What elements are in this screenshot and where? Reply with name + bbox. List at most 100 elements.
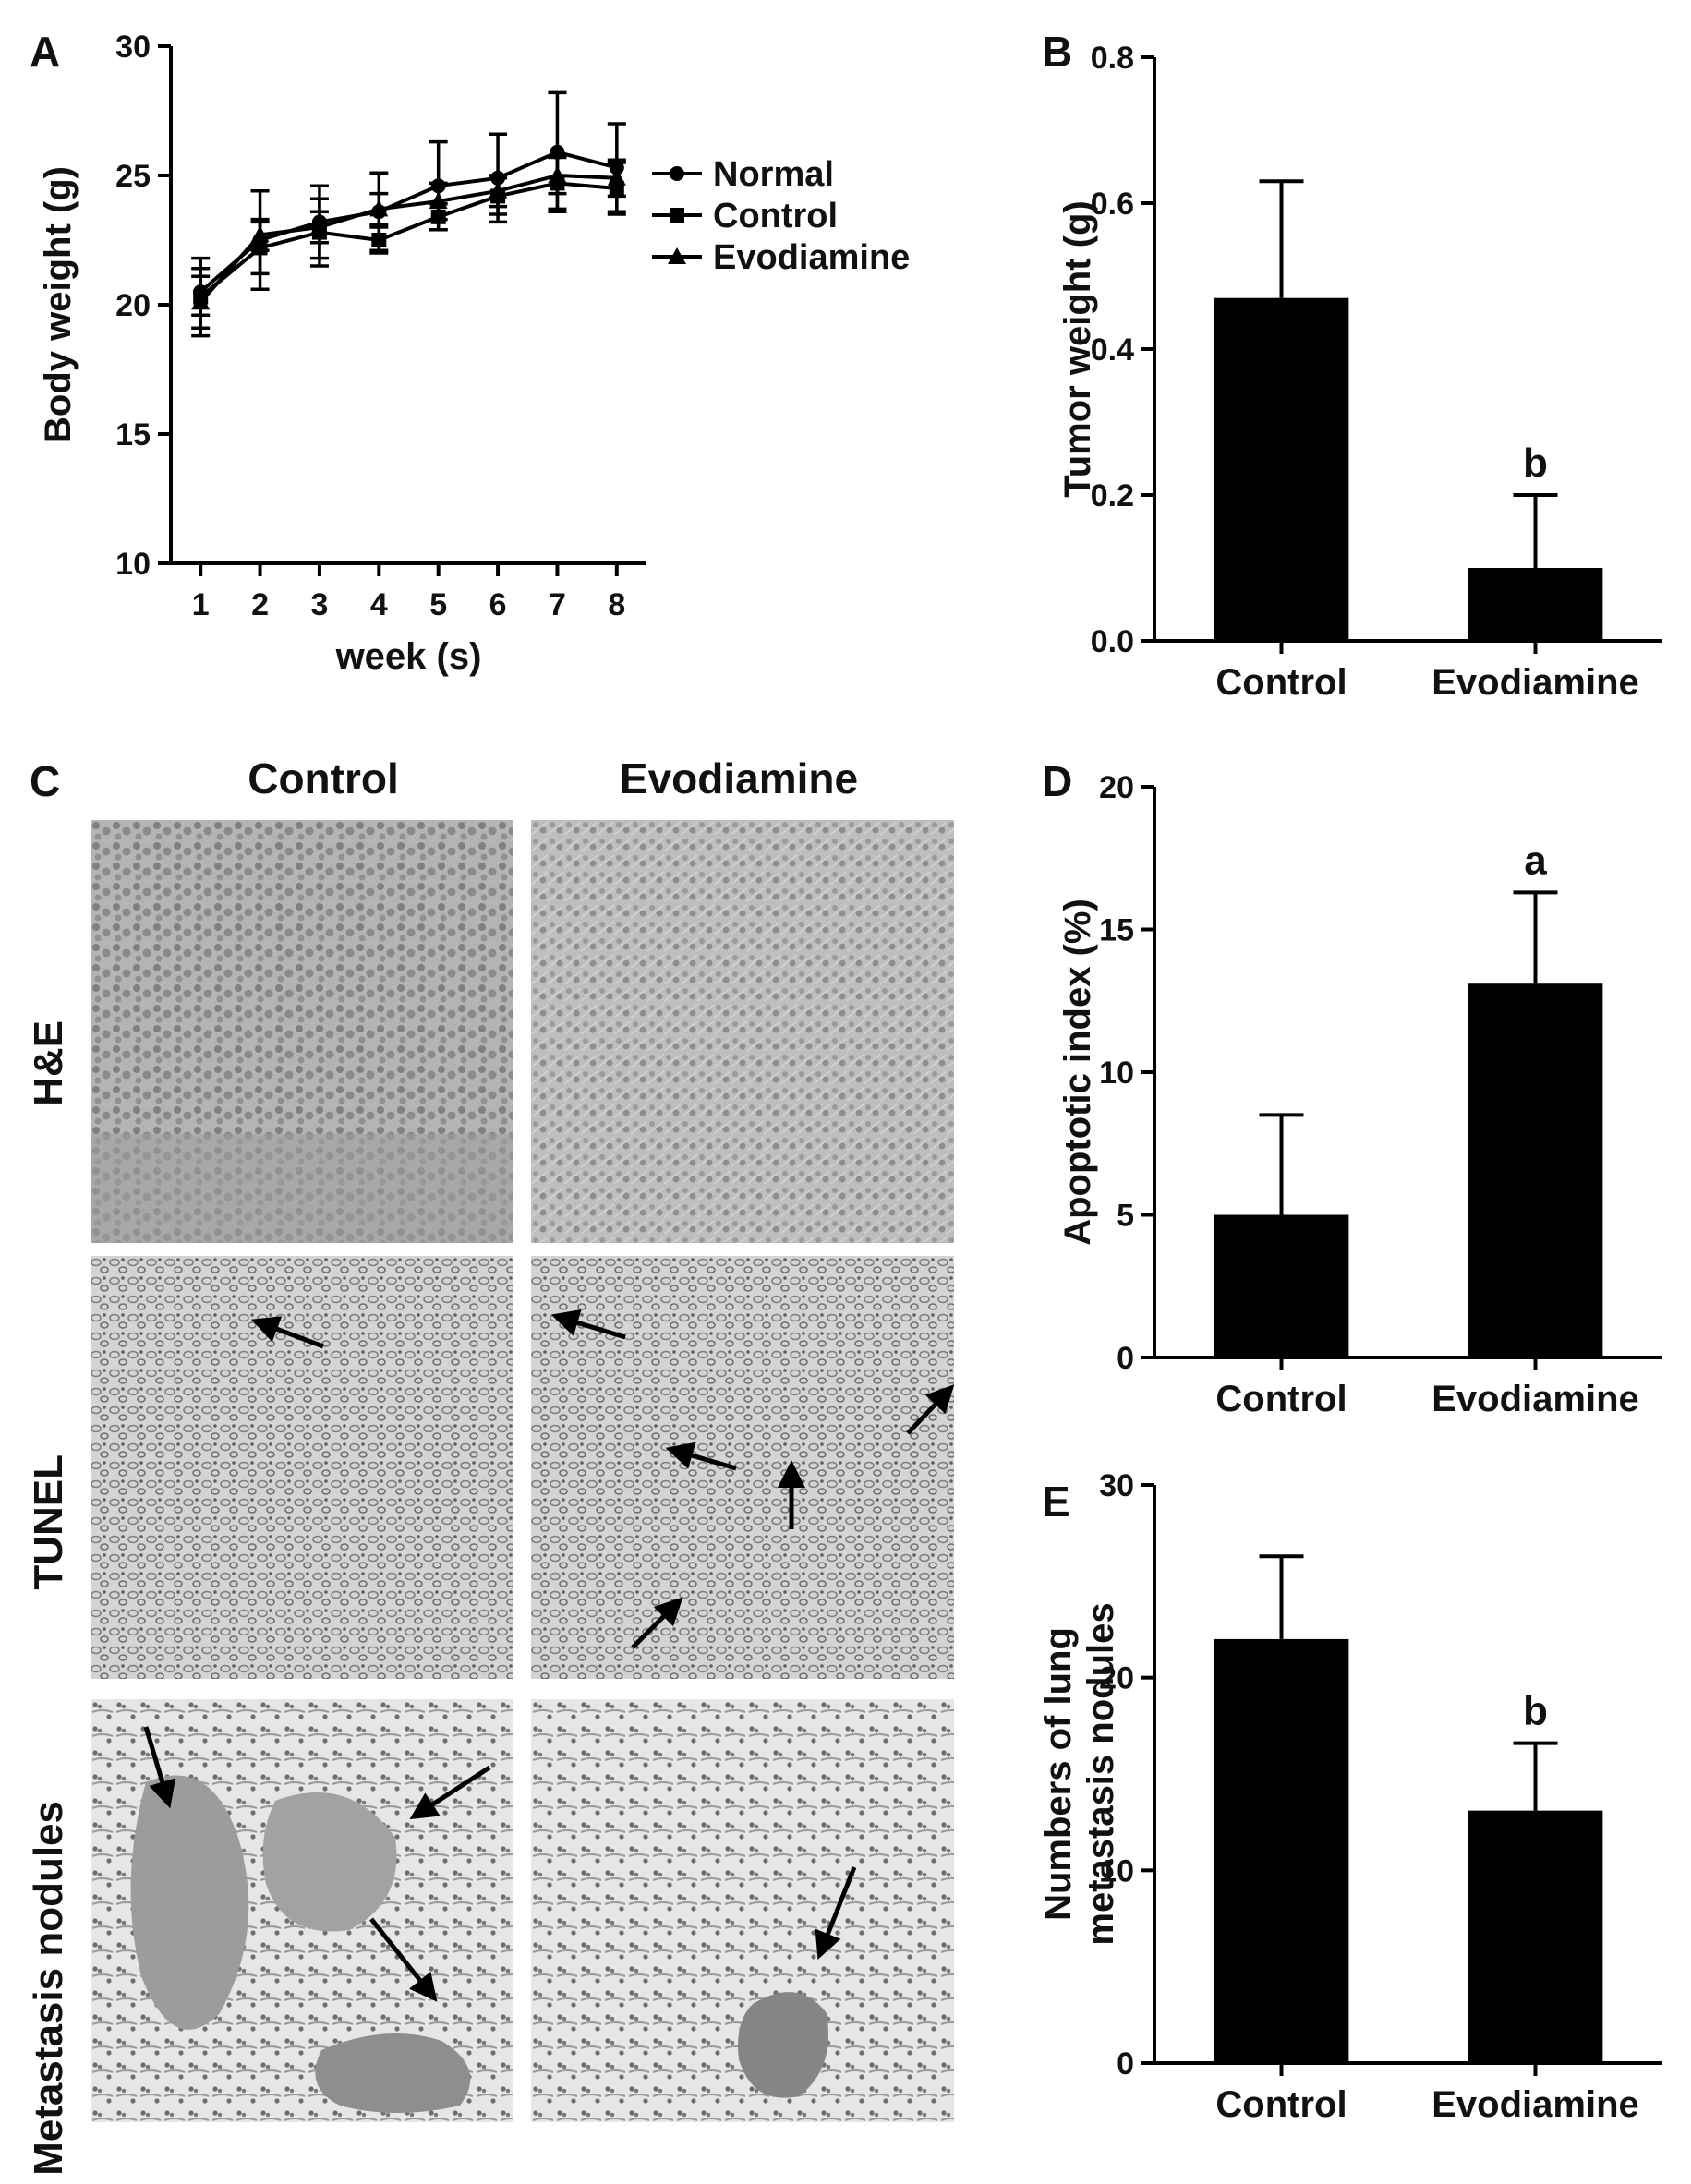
x-tick-label-e-control: Control [1215, 2084, 1347, 2125]
row-header-tunel: TUNEL [26, 1454, 71, 1590]
micrograph-he-control [91, 820, 513, 1243]
point-evodiamine-2 [250, 225, 270, 243]
arrow-tunel-evo-1 [550, 1309, 626, 1340]
y-tick-label-d-20: 20 [1099, 770, 1134, 805]
y-axis-title-a: Body weight (g) [38, 166, 79, 443]
y-axis-title-d: Apoptotic index (%) [1057, 899, 1098, 1246]
tumor-weight-bar-chart-svg: B 0.0 0.2 0.4 0.6 0.8 Control Evodiamine b Tumor… [1042, 28, 1662, 703]
y-axis-title-e-0: Numbers of lung [1038, 1627, 1079, 1921]
micrograph-tunel-evodiamine [531, 1256, 954, 1679]
y-tick-label-e-20: 20 [1099, 1661, 1134, 1696]
x-axis-title-a: week (s) [335, 636, 482, 677]
x-tick-label-a-8: 8 [608, 587, 625, 622]
y-axis-title-b: Tumor weight (g) [1057, 200, 1098, 497]
bar-b-control [1214, 297, 1349, 641]
legend-marker-evodiamine [668, 247, 686, 264]
micrograph-metastasis-evodiamine [531, 1699, 954, 2122]
point-evodiamine-1 [191, 293, 211, 310]
panel-label-a: A [30, 28, 60, 76]
series-line-normal [199, 150, 618, 294]
significance-d-evodiamine: a [1524, 838, 1547, 883]
x-tick-label-e-evodiamine: Evodiamine [1431, 2084, 1639, 2125]
lung-metastasis-bar-chart-svg: E 0 10 20 30 Control Evodiamine b Numbers of lu… [1038, 1468, 1662, 2125]
significance-b-evodiamine: b [1523, 440, 1548, 486]
legend-label-evodiamine: Evodiamine [713, 238, 910, 277]
y-tick-label-a-25: 25 [115, 159, 151, 194]
row-header-metastasis-nodules: Metastasis nodules [26, 1801, 71, 2176]
y-tick-label-e-0: 0 [1117, 2046, 1134, 2081]
micrograph-tunel-control [91, 1256, 513, 1679]
x-tick-label-a-1: 1 [192, 587, 210, 622]
panel-label-b: B [1042, 28, 1072, 76]
y-tick-label-a-20: 20 [115, 288, 151, 323]
bar-e-evodiamine [1468, 1810, 1603, 2063]
x-tick-label-a-6: 6 [489, 587, 507, 622]
panel-e-lung-metastasis-chart: E 0 10 20 30 Control Evodiamine b Numbers of lu… [1016, 1450, 1691, 2179]
point-evodiamine-8 [607, 168, 626, 186]
arrow-meta-evo-1 [815, 1866, 857, 1960]
panel-label-e: E [1042, 1478, 1070, 1526]
x-tick-label-d-evodiamine: Evodiamine [1431, 1379, 1639, 1419]
y-tick-label-e-10: 10 [1099, 1853, 1134, 1888]
y-tick-label-d-10: 10 [1099, 1056, 1134, 1091]
arrow-tunel-evo-4 [906, 1384, 954, 1435]
arrow-tunel-evo-2 [665, 1442, 737, 1471]
legend-marker-control [670, 208, 684, 223]
x-tick-label-a-5: 5 [429, 587, 447, 622]
y-tick-label-a-30: 30 [115, 30, 151, 65]
panel-label-d: D [1042, 757, 1072, 805]
arrow-meta-control-3 [369, 1917, 438, 2002]
legend-marker-normal [670, 166, 684, 181]
panel-a-body-weight-chart: A 10 15 20 25 30 1 2 3 4 5 6 7 8 week (s) Body weight … [0, 0, 960, 702]
micrograph-metastasis-control [91, 1699, 513, 2122]
bar-b-evodiamine [1468, 568, 1603, 641]
y-tick-label-d-0: 0 [1117, 1341, 1134, 1376]
y-tick-label-e-30: 30 [1099, 1468, 1134, 1503]
y-tick-label-a-10: 10 [115, 547, 151, 582]
legend-label-normal: Normal [713, 155, 834, 194]
legend-label-control: Control [713, 197, 838, 235]
arrow-meta-control-1 [143, 1726, 176, 1809]
y-tick-label-b-0-8: 0.8 [1091, 41, 1134, 76]
y-tick-label-d-5: 5 [1117, 1199, 1134, 1234]
significance-e-evodiamine: b [1523, 1689, 1548, 1734]
y-tick-label-a-15: 15 [115, 417, 151, 452]
x-tick-label-a-4: 4 [370, 587, 388, 622]
point-evodiamine-5 [429, 192, 448, 209]
x-tick-label-a-3: 3 [310, 587, 328, 622]
point-evodiamine-3 [309, 218, 329, 235]
apoptotic-index-bar-chart-svg: D 0 5 10 15 20 Control Evodiamine a Apoptotic in… [1042, 757, 1662, 1419]
arrow-tunel-evo-5 [631, 1597, 683, 1649]
point-control-4 [371, 233, 387, 247]
bar-d-evodiamine [1468, 983, 1603, 1357]
x-tick-label-b-evodiamine: Evodiamine [1431, 662, 1639, 703]
y-tick-label-b-0-6: 0.6 [1091, 187, 1134, 222]
arrow-meta-control-2 [409, 1765, 491, 1820]
y-tick-label-b-0-0: 0.0 [1091, 624, 1134, 659]
row-header-he: H&E [26, 1020, 71, 1106]
panel-d-apoptotic-index-chart: D 0 5 10 15 20 Control Evodiamine a Apoptotic in… [1016, 739, 1691, 1441]
panel-b-tumor-weight-chart: B 0.0 0.2 0.4 0.6 0.8 Control Evodiamine b Tumor… [1016, 0, 1691, 711]
x-tick-label-b-control: Control [1215, 662, 1347, 703]
column-header-control: Control [248, 754, 399, 802]
point-evodiamine-4 [369, 199, 389, 217]
y-tick-label-d-15: 15 [1099, 913, 1134, 948]
x-tick-label-d-control: Control [1215, 1379, 1347, 1419]
micrograph-he-evodiamine [531, 820, 954, 1243]
panel-c-micrograph-grid: C Control Evodiamine H&E TUNEL Metastasi… [0, 739, 960, 2179]
column-header-evodiamine: Evodiamine [619, 754, 859, 802]
point-evodiamine-6 [489, 181, 508, 199]
panel-label-c: C [30, 757, 60, 805]
series-line-evodiamine [199, 173, 617, 304]
y-axis-title-e-1: metastasis nodules [1081, 1602, 1121, 1945]
x-tick-label-a-7: 7 [549, 587, 566, 622]
bar-e-control [1214, 1638, 1349, 2063]
arrow-tunel-control [250, 1316, 324, 1349]
y-tick-label-b-0-4: 0.4 [1091, 332, 1134, 368]
bar-d-control [1214, 1214, 1349, 1357]
point-evodiamine-7 [548, 166, 567, 183]
body-weight-line-chart-svg: A 10 15 20 25 30 1 2 3 4 5 6 7 8 week (s) Body weight … [30, 28, 910, 677]
y-tick-label-b-0-2: 0.2 [1091, 478, 1134, 513]
x-tick-label-a-2: 2 [251, 587, 269, 622]
series-line-control [199, 181, 617, 299]
